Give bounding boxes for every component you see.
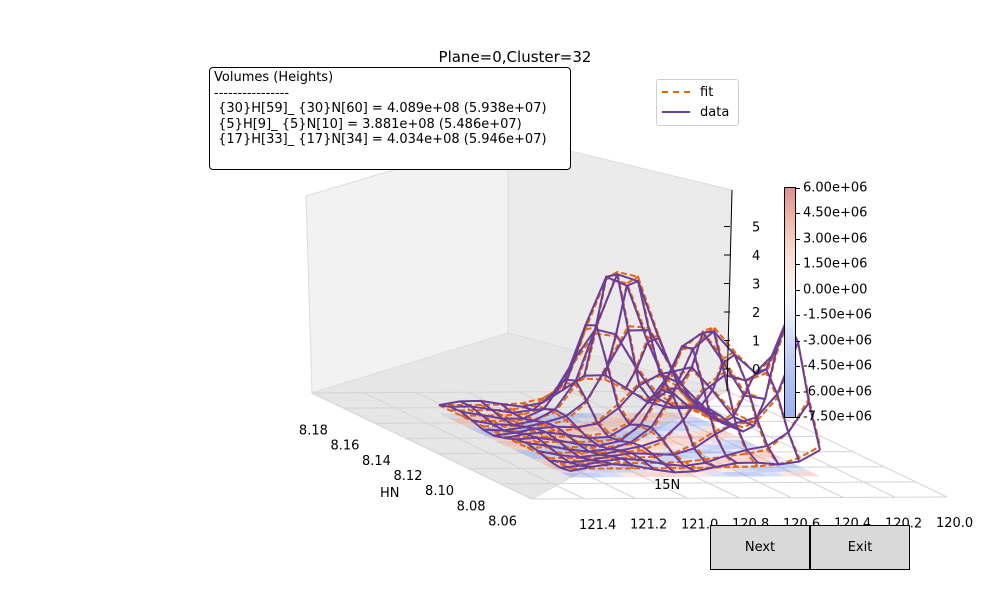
colorbar-tick-label: 4.50e+06 (803, 205, 868, 221)
exit-button[interactable]: Exit (810, 525, 910, 570)
z-tick-label: 1 (752, 335, 760, 350)
x-tick-label: 8.18 (299, 423, 328, 438)
z-tick-label: 2 (752, 306, 760, 321)
x-tick-label: 8.16 (330, 439, 359, 454)
z-tick-label: 3 (752, 278, 760, 293)
colorbar-tick-label: 1.50e+06 (803, 256, 868, 272)
legend-swatch-data (662, 111, 690, 113)
z-tick-labels: 0 1 2 3 4 5 (724, 189, 760, 392)
z-tick-label: 5 (752, 221, 760, 236)
legend: fit data (656, 79, 739, 126)
x-tick-label: 8.14 (362, 454, 391, 469)
colorbar-tick-mark (796, 238, 800, 240)
x-axis-label: HN (380, 486, 400, 501)
y-tick-label: 121.0 (681, 517, 718, 532)
colorbar-tick-mark (796, 391, 800, 393)
x-tick-labels: 8.188.168.148.128.108.088.06 (299, 423, 517, 529)
x-tick-label: 8.08 (457, 499, 486, 514)
colorbar-tick-label: 3.00e+06 (803, 231, 868, 247)
legend-item-fit: fit (662, 84, 713, 100)
colorbar-tick-label: -6.00e+06 (803, 384, 873, 400)
colorbar-tick-mark (796, 264, 800, 266)
x-tick-label: 8.10 (425, 484, 454, 499)
colorbar-tick-label: -7.50e+06 (803, 409, 873, 425)
colorbar-tick-label: -4.50e+06 (803, 358, 873, 374)
y-tick-label: 120.0 (936, 516, 973, 531)
volume-line: {5}H[9]_ {5}N[10] = 3.881e+08 (5.486e+07… (214, 116, 522, 132)
volumes-divider: ---------------- (214, 85, 290, 101)
colorbar-tick-label: -1.50e+06 (803, 307, 873, 323)
colorbar (784, 187, 796, 418)
volume-line: {17}H[33]_ {17}N[34] = 4.034e+08 (5.946e… (214, 132, 547, 147)
colorbar-tick-mark (796, 213, 800, 215)
legend-swatch-fit (662, 91, 690, 93)
colorbar-tick-label: -3.00e+06 (803, 333, 873, 349)
y-tick-label: 121.4 (579, 518, 616, 533)
volume-line: {30}H[59]_ {30}N[60] = 4.089e+08 (5.938e… (214, 101, 547, 116)
legend-label-data: data (700, 104, 730, 120)
legend-item-data: data (662, 104, 729, 120)
legend-label-fit: fit (700, 84, 714, 100)
z-tick-label: 4 (752, 249, 760, 264)
x-tick-label: 8.12 (394, 469, 423, 484)
y-axis-label: 15N (654, 478, 681, 493)
colorbar-tick-label: 0.00e+00 (803, 282, 868, 298)
colorbar-tick-mark (796, 366, 800, 368)
colorbar-tick-mark (796, 340, 800, 342)
volumes-box: Volumes (Heights) ---------------- {30}H… (209, 67, 571, 170)
chart-title: Plane=0,Cluster=32 (438, 48, 592, 66)
next-button[interactable]: Next (710, 525, 810, 570)
y-tick-label: 121.2 (630, 518, 667, 533)
x-tick-label: 8.06 (488, 515, 517, 530)
colorbar-tick-label: 6.00e+06 (803, 180, 868, 196)
z-tick-label: 0 (752, 363, 760, 378)
volumes-header: Volumes (Heights) (214, 70, 334, 85)
colorbar-tick-mark (796, 188, 800, 189)
colorbar-tick-mark (796, 315, 800, 317)
colorbar-tick-mark (796, 289, 800, 291)
data-wireframe (438, 273, 821, 474)
colorbar-tick-mark (796, 417, 800, 418)
